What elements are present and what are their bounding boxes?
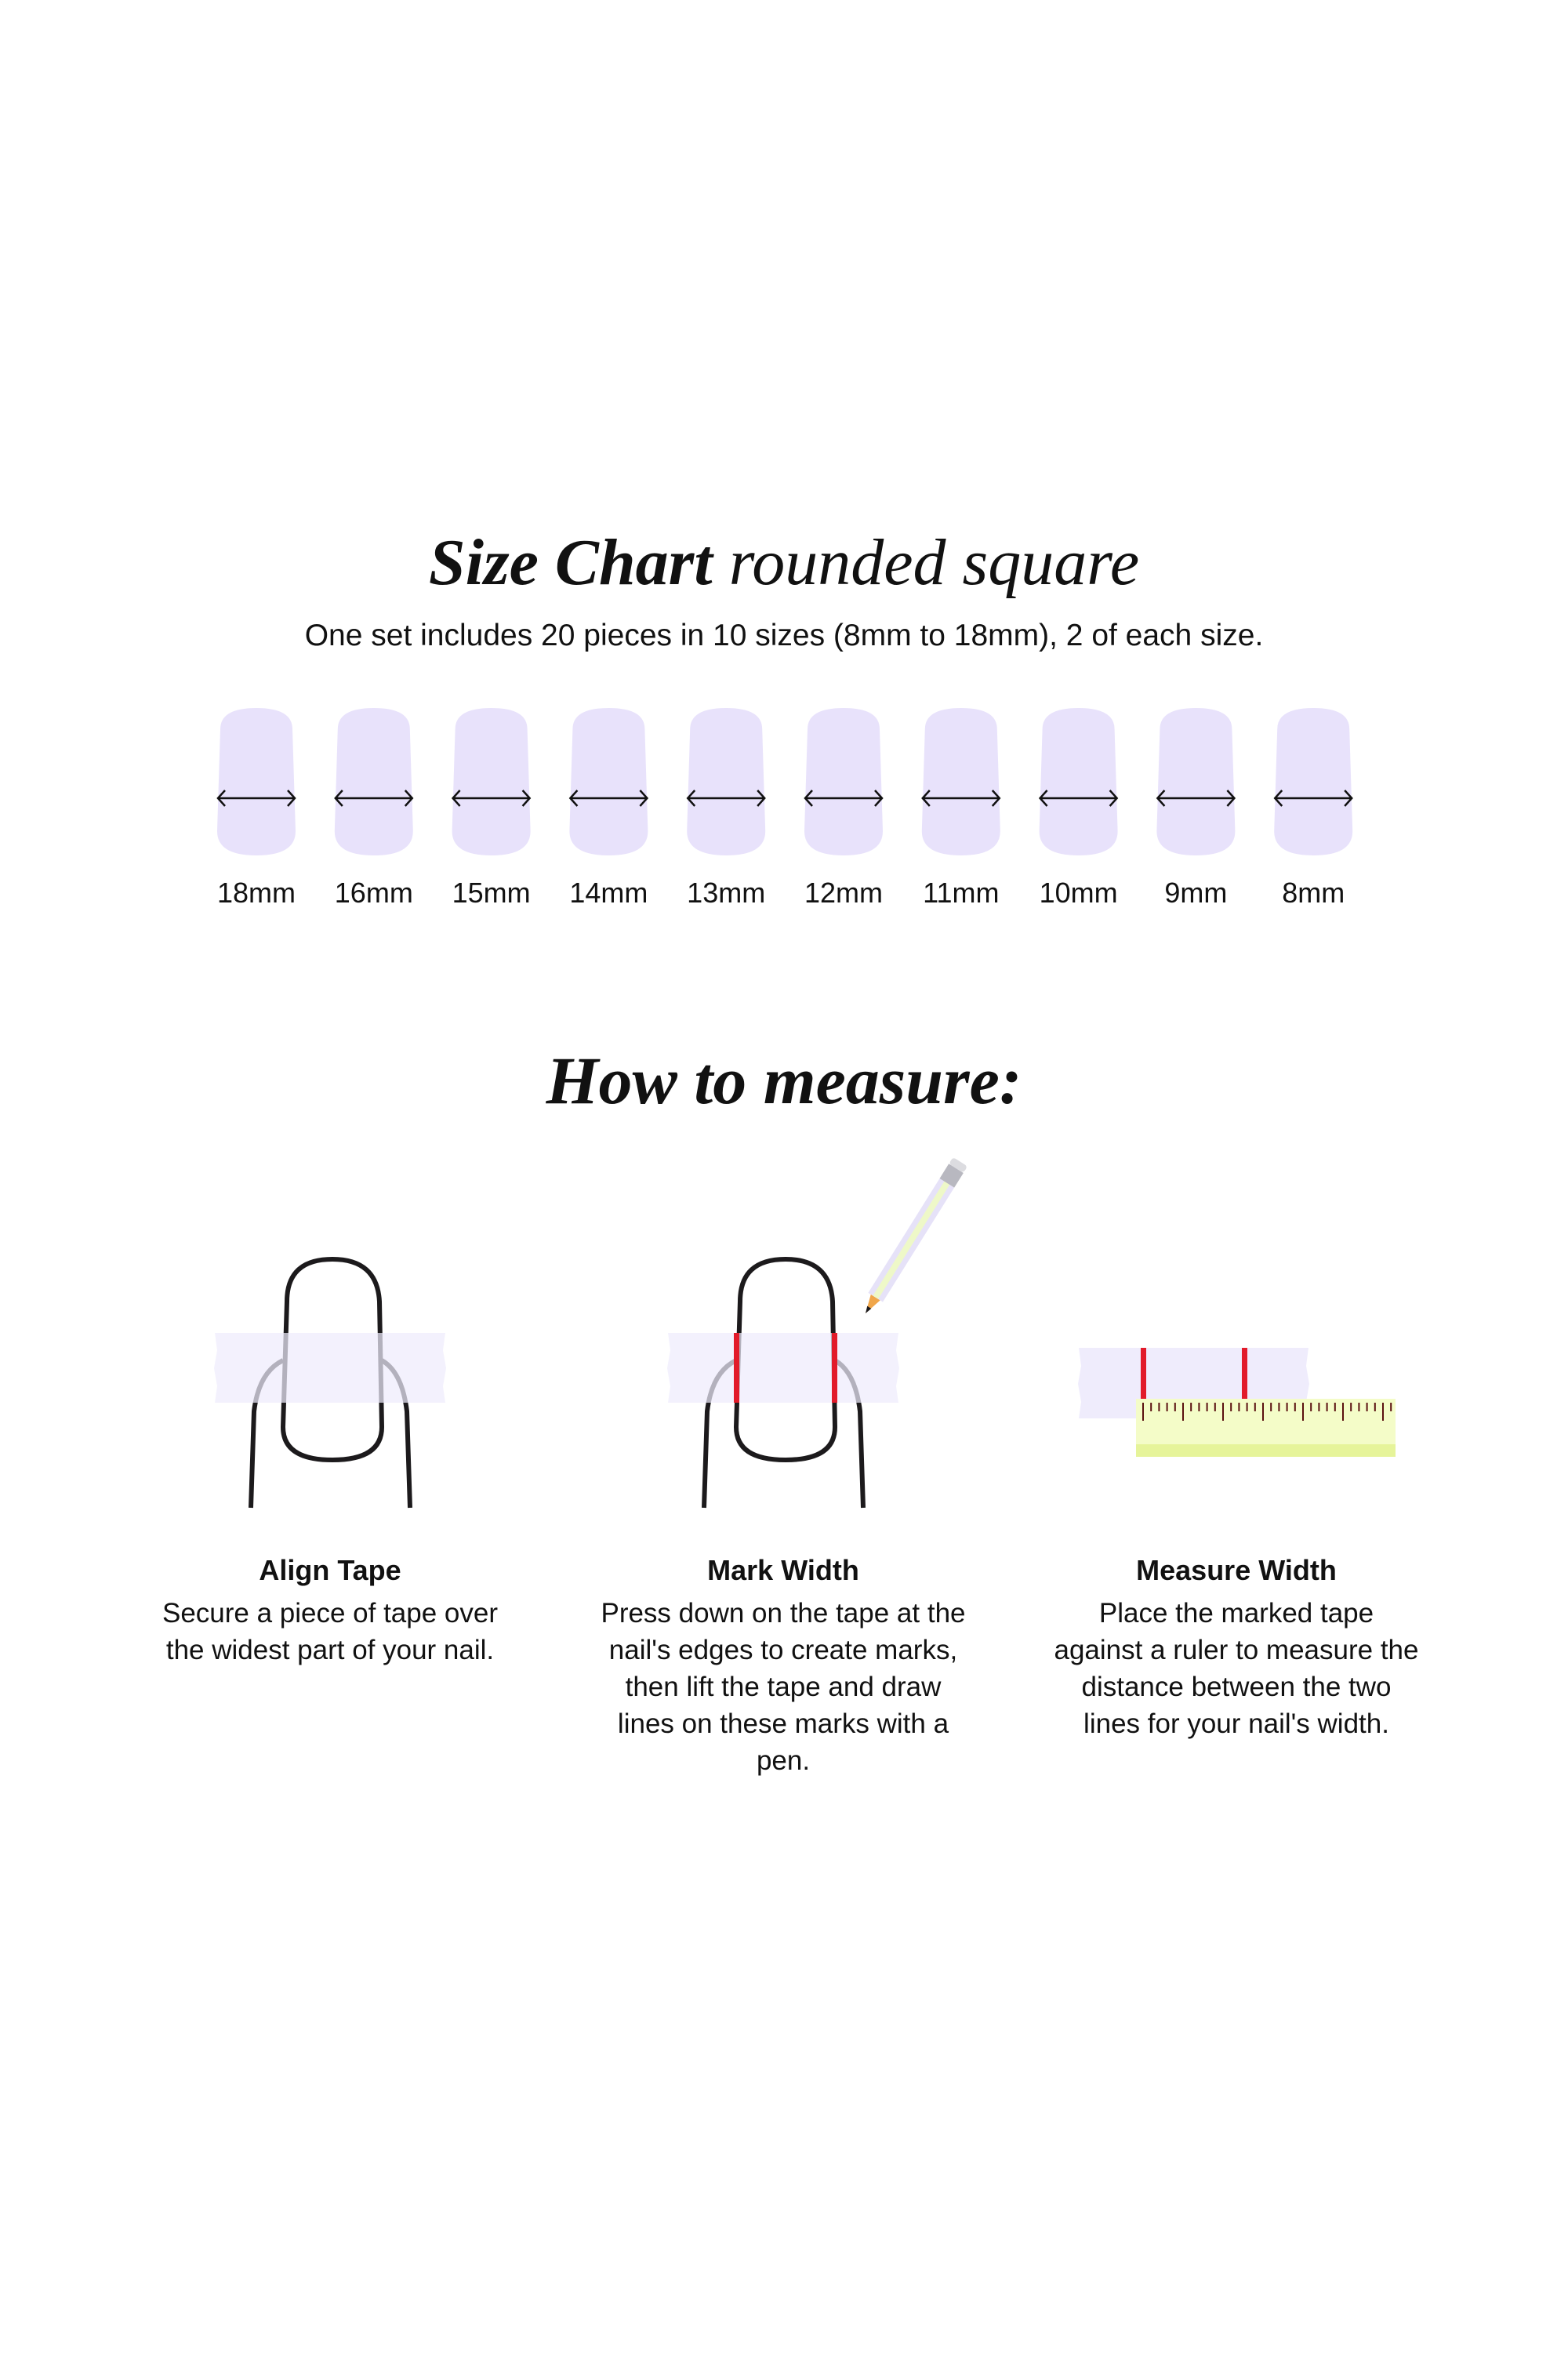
title-italic: rounded square — [728, 526, 1140, 599]
step-text: Place the marked tape against a ruler to… — [1054, 1598, 1419, 1739]
size-label: 8mm — [1282, 877, 1345, 909]
nail-shape — [1156, 708, 1236, 855]
nail-shape — [1038, 708, 1119, 855]
step-title: Measure Width — [1136, 1554, 1337, 1586]
nail-shape — [568, 708, 649, 855]
ruler-icon — [1136, 1399, 1396, 1457]
double-arrow-icon — [1273, 790, 1353, 807]
red-mark-right — [832, 1333, 837, 1403]
size-label: 9mm — [1164, 877, 1228, 909]
red-mark-left — [1141, 1348, 1146, 1400]
page-title: Size Chart rounded square — [0, 524, 1568, 602]
step-title: Align Tape — [259, 1554, 401, 1586]
double-arrow-icon — [568, 790, 649, 807]
nail-outline — [280, 1256, 385, 1463]
nail-shape — [686, 708, 766, 855]
double-arrow-icon — [804, 790, 884, 807]
double-arrow-icon — [451, 790, 532, 807]
step-3: Measure Width Place the marked tape again… — [1052, 1552, 1421, 1742]
step-text: Secure a piece of tape over the widest p… — [162, 1598, 499, 1665]
double-arrow-icon — [334, 790, 414, 807]
step-text: Press down on the tape at the nail's edg… — [601, 1598, 966, 1776]
nail-shape — [216, 708, 296, 855]
size-label: 14mm — [569, 877, 648, 909]
subtitle: One set includes 20 pieces in 10 sizes (… — [304, 619, 1264, 652]
nail-outline — [733, 1256, 838, 1463]
size-label: 15mm — [452, 877, 531, 909]
nail-shape — [1273, 708, 1353, 855]
size-label: 10mm — [1039, 877, 1118, 909]
tape — [214, 1333, 446, 1403]
double-arrow-icon — [686, 790, 766, 807]
size-label: 11mm — [923, 877, 1000, 909]
nail-shape — [804, 708, 884, 855]
size-label: 18mm — [216, 877, 296, 909]
nail-shape — [451, 708, 532, 855]
size-label: 13mm — [687, 877, 766, 909]
step-2: Mark Width Press down on the tape at the … — [595, 1552, 971, 1779]
red-mark-right — [1242, 1348, 1247, 1400]
double-arrow-icon — [1038, 790, 1119, 807]
measure-width-illustration — [1078, 1348, 1396, 1457]
step-1: Align Tape Secure a piece of tape over th… — [162, 1552, 499, 1669]
double-arrow-icon — [921, 790, 1001, 807]
red-mark-left — [734, 1333, 739, 1403]
nail-shape — [921, 708, 1001, 855]
pencil-icon — [866, 1158, 967, 1313]
size-label: 12mm — [804, 877, 884, 909]
title-bold: Size Chart — [428, 526, 713, 599]
nail-shape — [334, 708, 414, 855]
howto-title: How to measure: — [546, 1043, 1022, 1118]
tape — [667, 1333, 899, 1403]
double-arrow-icon — [1156, 790, 1236, 807]
step-title: Mark Width — [707, 1554, 859, 1586]
double-arrow-icon — [216, 790, 296, 807]
mark-width-illustration — [667, 1256, 899, 1509]
size-label: 16mm — [334, 877, 413, 909]
align-tape-illustration — [214, 1256, 446, 1509]
